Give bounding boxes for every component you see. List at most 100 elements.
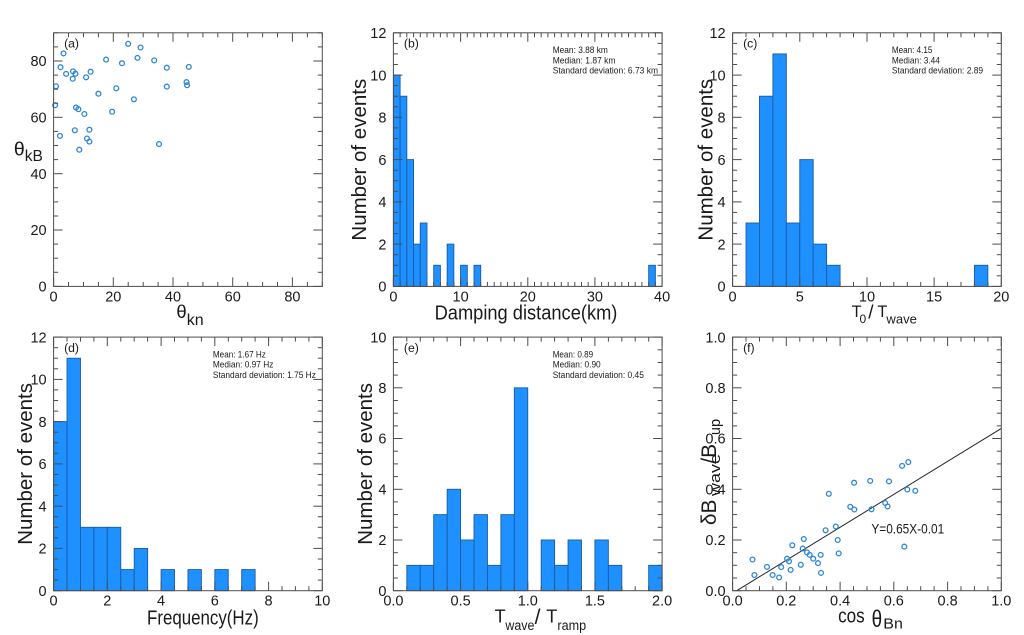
- svg-text:Number of events: Number of events: [348, 79, 371, 241]
- svg-text:12: 12: [30, 330, 46, 346]
- svg-text:up: up: [708, 419, 724, 435]
- svg-text:2.0: 2.0: [652, 594, 672, 610]
- svg-text:15: 15: [926, 289, 942, 305]
- svg-text:Number of events: Number of events: [354, 383, 377, 545]
- svg-text:(d): (d): [64, 341, 79, 355]
- svg-text:Standard deviation: 6.73 km: Standard deviation: 6.73 km: [553, 66, 658, 76]
- svg-text:Mean: 0.89: Mean: 0.89: [553, 349, 594, 359]
- svg-text:4: 4: [378, 483, 386, 499]
- svg-text:0: 0: [50, 289, 58, 305]
- svg-text:80: 80: [284, 289, 300, 305]
- svg-text:12: 12: [370, 26, 386, 42]
- svg-text:Number of events: Number of events: [694, 79, 717, 241]
- svg-text:0.2: 0.2: [705, 533, 725, 549]
- svg-text:0.4: 0.4: [705, 483, 725, 499]
- svg-text:40: 40: [165, 289, 181, 305]
- svg-text:0.8: 0.8: [705, 381, 725, 397]
- svg-text:10: 10: [859, 289, 875, 305]
- svg-text:Number of events: Number of events: [14, 383, 37, 545]
- svg-text:/: /: [868, 303, 874, 324]
- svg-text:8: 8: [378, 381, 386, 397]
- svg-text:1.5: 1.5: [585, 594, 605, 610]
- svg-text:6: 6: [378, 432, 386, 448]
- svg-text:12: 12: [709, 26, 725, 42]
- svg-text:1.0: 1.0: [518, 594, 538, 610]
- svg-text:40: 40: [654, 289, 670, 305]
- svg-text:30: 30: [587, 289, 603, 305]
- svg-text:Standard deviation: 2.89: Standard deviation: 2.89: [892, 66, 983, 76]
- svg-text:0: 0: [39, 280, 47, 296]
- svg-text:0: 0: [39, 584, 47, 600]
- svg-text:wave: wave: [885, 311, 917, 326]
- svg-text:Mean: 4.15: Mean: 4.15: [892, 45, 933, 55]
- svg-text:wave: wave: [708, 454, 724, 497]
- svg-text:(c): (c): [743, 37, 757, 51]
- svg-text:δB: δB: [698, 499, 721, 525]
- svg-text:6: 6: [211, 594, 219, 610]
- svg-text:Mean: 1.67 Hz: Mean: 1.67 Hz: [213, 349, 266, 359]
- svg-text:1.0: 1.0: [991, 594, 1011, 610]
- svg-text:T: T: [852, 303, 862, 321]
- svg-text:6: 6: [378, 153, 386, 169]
- svg-text:Standard deviation: 0.45: Standard deviation: 0.45: [553, 370, 644, 380]
- svg-text:4: 4: [378, 195, 386, 211]
- svg-text:4: 4: [39, 499, 47, 515]
- svg-text:0.6: 0.6: [884, 594, 904, 610]
- svg-text:0: 0: [378, 280, 386, 296]
- svg-text:10: 10: [453, 289, 469, 305]
- svg-text:10: 10: [370, 68, 386, 84]
- svg-text:0.6: 0.6: [705, 432, 725, 448]
- svg-text:8: 8: [378, 111, 386, 127]
- svg-text:(f): (f): [743, 341, 755, 355]
- svg-text:8: 8: [265, 594, 273, 610]
- svg-text:20: 20: [30, 223, 46, 239]
- svg-text:2: 2: [718, 237, 726, 253]
- svg-text:60: 60: [30, 111, 46, 127]
- svg-text:0.4: 0.4: [830, 594, 850, 610]
- svg-text:10: 10: [314, 594, 330, 610]
- svg-text:Median: 0.97 Hz: Median: 0.97 Hz: [213, 360, 274, 370]
- svg-text:6: 6: [718, 153, 726, 169]
- svg-text:20: 20: [520, 289, 536, 305]
- svg-text:0: 0: [729, 289, 737, 305]
- svg-text:4: 4: [718, 195, 726, 211]
- svg-text:Damping distance(km): Damping distance(km): [435, 302, 618, 325]
- svg-text:T: T: [546, 607, 557, 627]
- svg-text:T: T: [495, 607, 506, 627]
- svg-text:/: /: [535, 606, 541, 629]
- svg-text:2: 2: [378, 533, 386, 549]
- svg-text:Frequency(Hz): Frequency(Hz): [147, 608, 259, 630]
- svg-text:0.0: 0.0: [383, 594, 403, 610]
- svg-text:0.0: 0.0: [723, 594, 743, 610]
- svg-text:0: 0: [50, 594, 58, 610]
- svg-text:8: 8: [39, 415, 47, 431]
- svg-text:80: 80: [30, 54, 46, 70]
- svg-text:ramp: ramp: [557, 618, 586, 633]
- svg-text:20: 20: [105, 289, 121, 305]
- svg-text:(e): (e): [404, 341, 419, 355]
- svg-text:20: 20: [993, 289, 1009, 305]
- svg-text:1.0: 1.0: [705, 330, 725, 346]
- svg-text:10: 10: [709, 68, 725, 84]
- svg-text:Standard deviation: 1.75 Hz: Standard deviation: 1.75 Hz: [213, 370, 316, 380]
- svg-text:0.2: 0.2: [776, 594, 796, 610]
- svg-text:cos: cos: [838, 605, 865, 627]
- svg-text:θ: θ: [872, 606, 883, 633]
- svg-text:8: 8: [718, 111, 726, 127]
- svg-text:T: T: [877, 303, 887, 321]
- svg-text:0: 0: [389, 289, 397, 305]
- svg-text:(a): (a): [64, 37, 79, 51]
- svg-text:0.5: 0.5: [451, 594, 471, 610]
- svg-text:60: 60: [225, 289, 241, 305]
- svg-text:Median: 3.44: Median: 3.44: [892, 55, 940, 65]
- svg-text:(b): (b): [404, 37, 419, 51]
- svg-text:0: 0: [378, 584, 386, 600]
- svg-text:2: 2: [39, 542, 47, 558]
- svg-text:wave: wave: [504, 618, 534, 633]
- svg-text:0: 0: [860, 312, 867, 326]
- svg-text:40: 40: [30, 167, 46, 183]
- svg-text:Median: 0.90: Median: 0.90: [553, 360, 601, 370]
- svg-text:0: 0: [718, 280, 726, 296]
- svg-text:10: 10: [370, 330, 386, 346]
- svg-text:2: 2: [378, 237, 386, 253]
